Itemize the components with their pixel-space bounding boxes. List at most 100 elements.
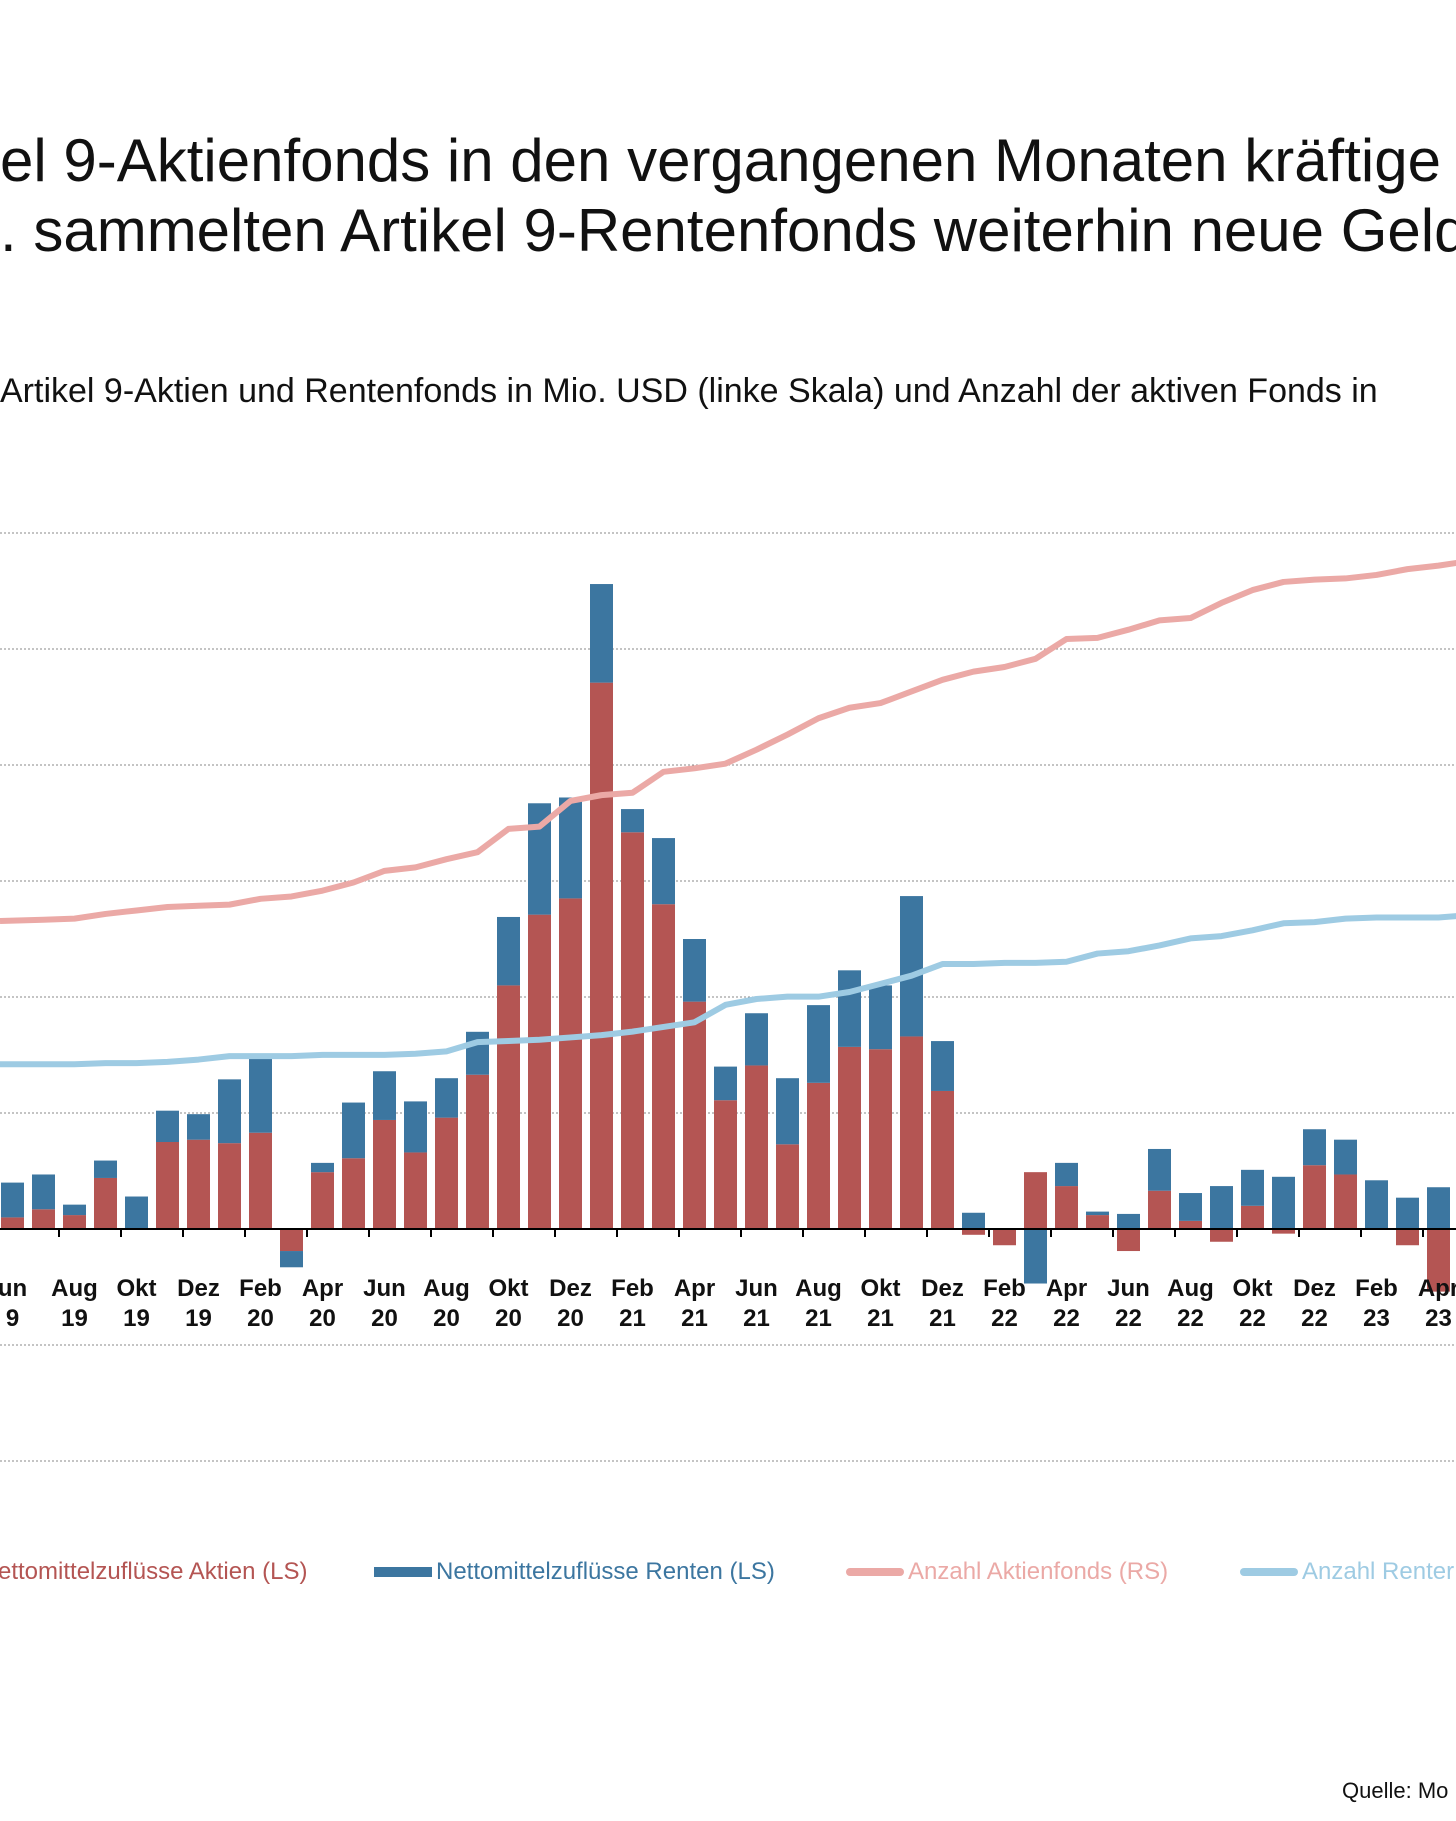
legend-swatch-anzahl-renten [1240,1568,1298,1576]
bar-aktien [342,1158,365,1229]
bar-aktien [311,1172,334,1229]
x-tick-label-month: Feb [611,1275,654,1302]
bar-aktien [1086,1215,1109,1229]
bar-renten [683,939,706,1002]
x-tick-label-year: 22 [991,1305,1018,1332]
x-tick-label-year: 21 [929,1305,956,1332]
bar-renten [373,1071,396,1120]
x-tick-label-month: un [0,1275,27,1302]
bar-renten [342,1102,365,1159]
bar-renten [900,896,923,1037]
bar-renten [1024,1229,1047,1284]
series-lines [0,559,1456,1068]
bar-renten [559,797,582,899]
bar-aktien [1179,1220,1202,1229]
bar-renten [1365,1180,1388,1229]
chart-plot: un 9 Aug 19 Okt 19 Dez 19 Feb 20 Apr 20 Jun 20 Aug 20 Ok… [0,532,1456,1462]
x-tick-label-month: Okt [488,1275,528,1302]
x-tick-label-year: 21 [867,1305,894,1332]
x-tick-label-year: 22 [1301,1305,1328,1332]
bar-renten [745,1013,768,1066]
bar-renten [63,1204,86,1216]
x-tick-label-year: 21 [805,1305,832,1332]
bar-aktien [1427,1229,1450,1292]
x-tick-label-year: 21 [619,1305,646,1332]
bar-aktien [683,1001,706,1229]
bar-renten [1179,1193,1202,1221]
bar-aktien [32,1209,55,1229]
bar-renten [590,584,613,683]
x-tick-label-year: 19 [123,1305,150,1332]
bar-aktien [466,1074,489,1229]
bar-renten [404,1101,427,1153]
bar-aktien [156,1142,179,1229]
bar-aktien [1303,1165,1326,1229]
bar-aktien [1396,1229,1419,1246]
bar-aktien [404,1152,427,1229]
x-tick-label-month: Apr [674,1275,715,1302]
bar-aktien [218,1143,241,1229]
bar-aktien [745,1065,768,1229]
bar-renten [497,916,520,986]
x-tick-label-month: Dez [177,1275,220,1302]
bar-aktien [838,1046,861,1229]
bar-aktien [652,904,675,1229]
line-anzahl-rentenfonds [0,913,1456,1068]
bar-aktien [1055,1186,1078,1229]
x-tick-label-month: Okt [1232,1275,1272,1302]
bar-aktien [559,898,582,1229]
bar-aktien [807,1082,830,1229]
legend-label-aktien: ettomittelzuflüsse Aktien (LS) [0,1558,308,1585]
bar-renten [869,985,892,1050]
bar-renten [807,1005,830,1083]
bar-renten [1427,1187,1450,1229]
x-tick-label-year: 21 [681,1305,708,1332]
legend-label-anzahl-renten: Anzahl Renter [1302,1558,1455,1585]
x-tick-label-year: 20 [433,1305,460,1332]
chart-title-line-1: el 9-Aktienfonds in den vergangenen Mona… [0,127,1441,194]
x-tick-label-month: Jun [1107,1275,1150,1302]
bar-aktien [1272,1229,1295,1234]
x-tick-label-year: 20 [309,1305,336,1332]
bar-renten [1210,1186,1233,1229]
bar-renten [962,1212,985,1229]
x-tick-label-month: Dez [549,1275,592,1302]
bar-renten [1396,1197,1419,1229]
legend-item-anzahl-aktien: Anzahl Aktienfonds (RS) [846,1558,1168,1586]
bar-renten [156,1110,179,1142]
bar-aktien [900,1036,923,1229]
bar-renten [311,1162,334,1173]
x-tick-label-year: 23 [1425,1305,1452,1332]
bar-aktien [962,1229,985,1235]
bar-aktien [1148,1190,1171,1229]
x-tick-label-year: 22 [1053,1305,1080,1332]
x-tick-label-month: Aug [795,1275,842,1302]
source-note: Quelle: Mo [1342,1778,1449,1803]
bar-aktien [94,1177,117,1229]
bar-aktien [280,1229,303,1252]
x-tick-label-month: Jun [363,1275,406,1302]
bar-aktien [249,1132,272,1229]
x-tick-label-year: 20 [247,1305,274,1332]
x-tick-label-month: Feb [983,1275,1026,1302]
bar-aktien [63,1215,86,1229]
x-tick-label-year: 19 [61,1305,88,1332]
x-tick-label-year: 20 [495,1305,522,1332]
x-tick-label-year: 22 [1177,1305,1204,1332]
x-tick-label-month: Okt [860,1275,900,1302]
x-tick-label-year: 9 [6,1305,19,1332]
bar-aktien [1117,1229,1140,1252]
bar-aktien [1210,1229,1233,1242]
chart-subtitle: Artikel 9-Aktien und Rentenfonds in Mio.… [0,372,1378,410]
bar-aktien [1024,1172,1047,1229]
bar-renten [187,1114,210,1140]
x-tick-label-month: Apr [1046,1275,1087,1302]
x-tick-label-month: Apr [1418,1275,1456,1302]
bar-renten [621,809,644,833]
bar-renten [94,1160,117,1178]
bar-renten [218,1079,241,1144]
bar-renten [280,1251,303,1268]
x-tick-label-year: 23 [1363,1305,1390,1332]
bar-renten [125,1196,148,1229]
legend-swatch-renten [374,1567,432,1577]
